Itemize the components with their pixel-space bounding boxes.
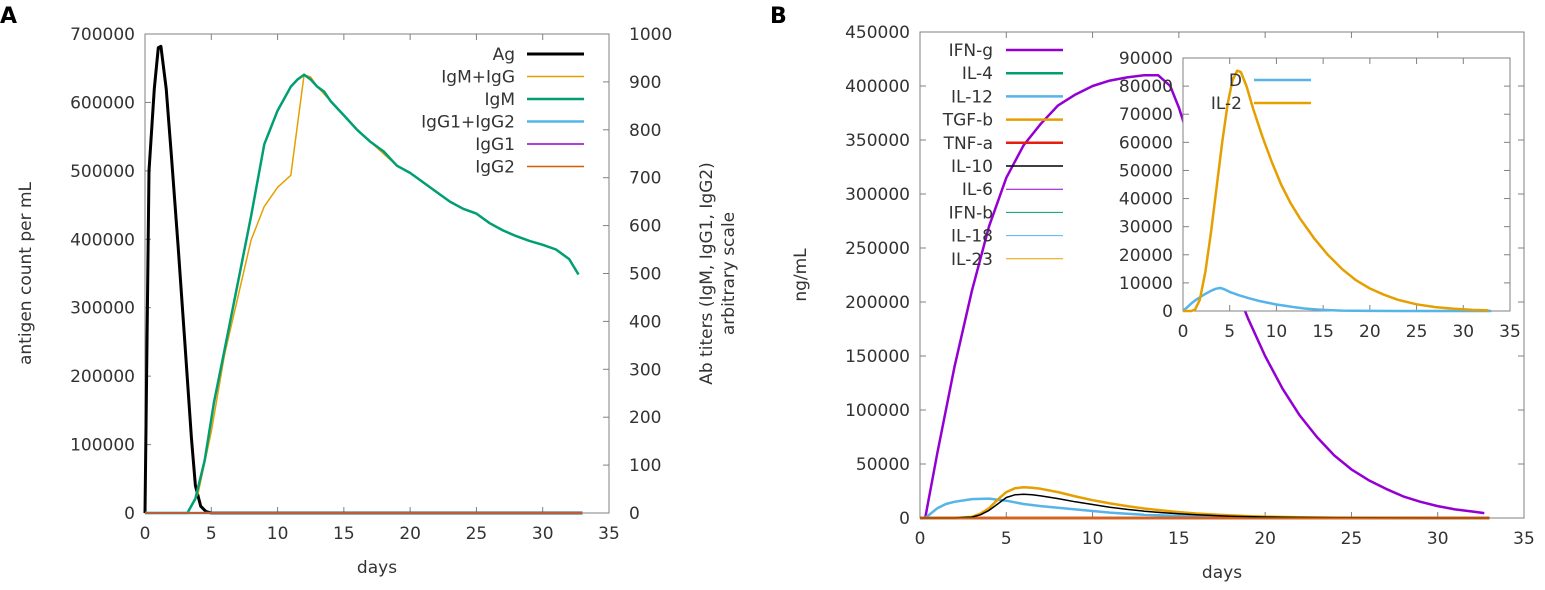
- y-tick-label: 100000: [845, 401, 910, 421]
- x-tick-label: 20: [1254, 529, 1276, 549]
- x-tick-label: 10: [1082, 529, 1104, 549]
- legend-label-il-12: IL-12: [951, 87, 993, 107]
- series-line-ag: [143, 44, 583, 515]
- y-tick-label: 350000: [845, 131, 910, 151]
- legend-label-il-6: IL-6: [962, 180, 993, 200]
- y-axis-label: ng/mL: [791, 248, 811, 302]
- x-tick-label: 0: [915, 529, 926, 549]
- series-line-il-2: [1183, 69, 1489, 313]
- legend-label-ifn-b: IFN-b: [949, 203, 993, 223]
- x-tick-label: 5: [1001, 529, 1012, 549]
- y-tick-label: 150000: [845, 347, 910, 367]
- y-tick-label: 700000: [70, 25, 135, 45]
- y2-tick-label: 300: [629, 360, 661, 380]
- chart-b-inset: 0 5 10 15 20 25 30 35 0 10000 20000 30000 40000 50000…: [1119, 49, 1521, 342]
- legend-label-il-2: IL-2: [1211, 94, 1242, 114]
- y2-tick-label: 500: [629, 265, 661, 285]
- x-tick-label: 15: [333, 524, 355, 544]
- x-tick-label: 30: [532, 524, 554, 544]
- y-tick-label: 0: [899, 509, 910, 529]
- y-tick-label: 200000: [70, 367, 135, 387]
- legend-label-ifn-g: IFN-g: [949, 41, 993, 61]
- x-tick-label: 10: [1266, 322, 1288, 342]
- legend-label-il-4: IL-4: [962, 64, 993, 84]
- y-tick-label: 50000: [1119, 161, 1173, 181]
- series-line-igm: [145, 73, 580, 515]
- y-tick-label: 200000: [845, 293, 910, 313]
- plot-frame: [144, 33, 610, 514]
- y-tick-label: 70000: [1119, 105, 1173, 125]
- legend-label-ag: Ag: [493, 45, 515, 65]
- y-tick-label: 90000: [1119, 49, 1173, 69]
- y-tick-label: 20000: [1119, 246, 1173, 266]
- plot-background: [1183, 58, 1510, 311]
- x-tick-label: 15: [1312, 322, 1334, 342]
- x-tick-label: 10: [267, 524, 289, 544]
- y-tick-label: 250000: [845, 239, 910, 259]
- y2-tick-label: 900: [629, 73, 661, 93]
- y2-tick-label: 400: [629, 312, 661, 332]
- panel-label-a: A: [0, 4, 17, 29]
- x-tick-label: 20: [1359, 322, 1381, 342]
- y-tick-label: 40000: [1119, 190, 1173, 210]
- y2-tick-label: 200: [629, 408, 661, 428]
- legend-label-igg2: IgG2: [475, 158, 515, 178]
- y-tick-label: 0: [124, 504, 135, 524]
- x-axis-label: days: [357, 558, 397, 578]
- chart-b: 0 5 10 15 20 25 30 3505000010000015000020000025…: [791, 23, 1535, 583]
- x-tick-label: 30: [1427, 529, 1449, 549]
- y-tick-label: 600000: [70, 93, 135, 113]
- y2-tick-label: 1000: [629, 25, 672, 45]
- x-tick-label: 25: [1406, 322, 1428, 342]
- series-line-tgf-b: [920, 485, 1490, 520]
- legend-label-il-18: IL-18: [951, 227, 993, 247]
- y-tick-label: 80000: [1119, 77, 1173, 97]
- y-tick-label: 300000: [845, 185, 910, 205]
- legend-label-il-23: IL-23: [951, 250, 993, 270]
- y-tick-label: 60000: [1119, 133, 1173, 153]
- legend-label-tgf-b: TGF-b: [942, 111, 993, 131]
- y-tick-label: 400000: [845, 77, 910, 97]
- x-tick-label: 0: [140, 524, 151, 544]
- x-tick-label: 15: [1168, 529, 1190, 549]
- x-tick-label: 0: [1178, 322, 1189, 342]
- y-tick-label: 400000: [70, 230, 135, 250]
- legend-label-igm-igg: IgM+IgG: [441, 68, 515, 88]
- panel-label-b: B: [770, 4, 787, 29]
- y-tick-label: 450000: [845, 23, 910, 43]
- y2-tick-label: 100: [629, 456, 661, 476]
- legend-label-d: D: [1229, 71, 1242, 91]
- y2-axis-label: arbitrary scale: [719, 212, 739, 335]
- y-tick-label: 0: [1162, 302, 1173, 322]
- y2-axis-label: Ab titers (IgM, IgG1, IgG2): [697, 162, 717, 385]
- y-tick-label: 500000: [70, 162, 135, 182]
- y2-tick-label: 0: [629, 504, 640, 524]
- y-axis-label: antigen count per mL: [16, 181, 36, 365]
- y2-tick-label: 600: [629, 217, 661, 237]
- x-tick-label: 35: [598, 524, 620, 544]
- y2-tick-label: 700: [629, 169, 661, 189]
- x-axis-label: days: [1202, 563, 1242, 583]
- legend-label-igm: IgM: [485, 90, 515, 110]
- x-tick-label: 30: [1452, 322, 1474, 342]
- x-tick-label: 5: [206, 524, 217, 544]
- y-tick-label: 30000: [1119, 218, 1173, 238]
- y-tick-label: 300000: [70, 299, 135, 319]
- legend-label-il-10: IL-10: [951, 157, 993, 177]
- y-tick-label: 100000: [70, 436, 135, 456]
- x-tick-label: 35: [1513, 529, 1535, 549]
- x-tick-label: 25: [1341, 529, 1363, 549]
- y-tick-label: 50000: [856, 455, 910, 475]
- legend-label-tnf-a: TNF-a: [943, 134, 993, 154]
- chart-a: 0 5 10 15 20 25 30 35 0 100000 200000 300000 400000 5…: [16, 25, 739, 578]
- x-tick-label: 35: [1499, 322, 1521, 342]
- x-tick-label: 5: [1224, 322, 1235, 342]
- y2-tick-label: 800: [629, 121, 661, 141]
- x-tick-label: 20: [399, 524, 421, 544]
- x-tick-label: 25: [466, 524, 488, 544]
- y-tick-label: 10000: [1119, 274, 1173, 294]
- legend-label-igg1-igg2: IgG1+IgG2: [421, 113, 515, 133]
- legend-label-igg1: IgG1: [475, 135, 515, 155]
